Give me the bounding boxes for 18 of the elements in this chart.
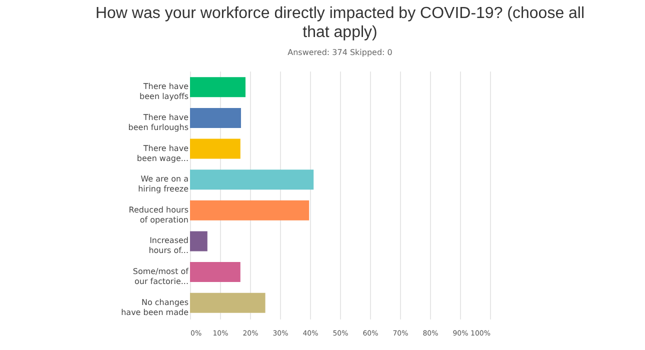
y-tick-label: There have been layoffs <box>140 82 189 102</box>
bar <box>190 231 208 252</box>
y-tick-label: Some/most of our factorie... <box>132 267 189 286</box>
bar <box>190 262 240 282</box>
bar <box>190 170 314 190</box>
bar <box>190 108 241 128</box>
bar <box>190 200 310 220</box>
y-tick-label: No changes have been made <box>121 298 189 317</box>
y-tick-label: There have been furloughs <box>128 112 189 132</box>
chart-subtitle: Answered: 374 Skipped: 0 <box>288 48 392 57</box>
bar <box>190 138 240 159</box>
bar <box>190 292 266 313</box>
y-tick-label: Reduced hours of operation <box>128 205 188 224</box>
y-tick-label: We are on a hiring freeze <box>138 174 189 194</box>
bar <box>190 77 246 98</box>
chart-title: How was your workforce directly impacted by COVID-19? (choose all that apply) <box>95 5 585 41</box>
y-tick-label: Increased hours of... <box>148 236 188 256</box>
y-tick-label: There have been wage... <box>136 144 189 163</box>
